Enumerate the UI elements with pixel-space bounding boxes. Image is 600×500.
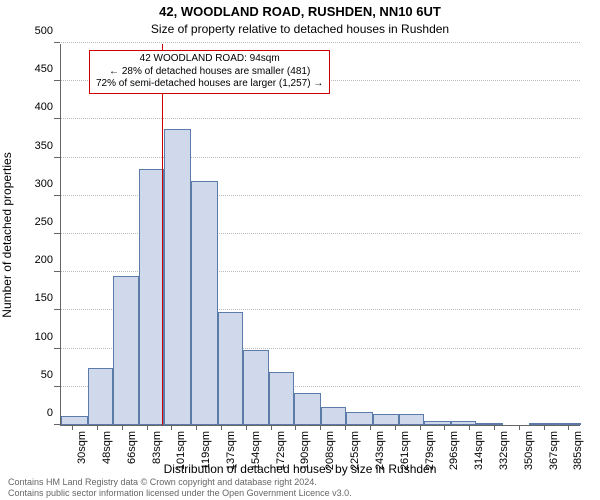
histogram-bar bbox=[61, 416, 88, 425]
x-tick-label: 66sqm bbox=[126, 431, 138, 464]
x-tick bbox=[345, 425, 346, 430]
x-tick bbox=[519, 425, 520, 430]
histogram-bar bbox=[243, 350, 270, 425]
chart-subtitle: Size of property relative to detached ho… bbox=[0, 22, 600, 36]
y-tick bbox=[54, 424, 60, 425]
gridline bbox=[61, 42, 580, 43]
x-tick-label: 48sqm bbox=[101, 431, 113, 464]
histogram-bar bbox=[113, 276, 140, 425]
footer-line: Contains public sector information licen… bbox=[8, 488, 592, 498]
histogram-bar bbox=[451, 421, 476, 425]
x-tick bbox=[370, 425, 371, 430]
x-tick bbox=[147, 425, 148, 430]
y-tick bbox=[54, 386, 60, 387]
histogram-bar bbox=[269, 372, 294, 425]
histogram-bar bbox=[529, 423, 554, 425]
y-tick-label: 50 bbox=[41, 369, 53, 381]
x-tick bbox=[469, 425, 470, 430]
x-tick bbox=[271, 425, 272, 430]
histogram-bar bbox=[476, 423, 503, 425]
histogram-bar bbox=[139, 169, 164, 425]
histogram-bar bbox=[321, 407, 346, 425]
y-tick bbox=[54, 80, 60, 81]
histogram-bar bbox=[191, 181, 218, 425]
x-tick bbox=[295, 425, 296, 430]
y-tick bbox=[54, 309, 60, 310]
x-tick bbox=[122, 425, 123, 430]
y-tick-label: 250 bbox=[35, 216, 53, 228]
annotation-line: 72% of semi-detached houses are larger (… bbox=[96, 78, 323, 91]
gridline bbox=[61, 118, 580, 119]
x-tick bbox=[171, 425, 172, 430]
attribution-footer: Contains HM Land Registry data © Crown c… bbox=[8, 477, 592, 498]
y-tick bbox=[54, 195, 60, 196]
histogram-bar bbox=[218, 312, 243, 425]
property-annotation-box: 42 WOODLAND ROAD: 94sqm← 28% of detached… bbox=[89, 50, 330, 94]
x-tick bbox=[544, 425, 545, 430]
y-tick-label: 500 bbox=[35, 25, 53, 37]
x-tick-label: 30sqm bbox=[76, 431, 88, 464]
y-tick bbox=[54, 233, 60, 234]
y-tick-label: 350 bbox=[35, 140, 53, 152]
histogram-bar bbox=[373, 414, 400, 425]
y-tick bbox=[54, 42, 60, 43]
histogram-bar bbox=[346, 412, 373, 425]
x-tick bbox=[444, 425, 445, 430]
annotation-line: ← 28% of detached houses are smaller (48… bbox=[96, 66, 323, 79]
gridline bbox=[61, 157, 580, 158]
histogram-bar bbox=[399, 414, 424, 425]
chart-address-title: 42, WOODLAND ROAD, RUSHDEN, NN10 6UT bbox=[0, 4, 600, 19]
y-tick bbox=[54, 271, 60, 272]
x-tick bbox=[568, 425, 569, 430]
x-tick bbox=[246, 425, 247, 430]
y-tick bbox=[54, 118, 60, 119]
x-tick bbox=[420, 425, 421, 430]
annotation-line: 42 WOODLAND ROAD: 94sqm bbox=[96, 53, 323, 66]
footer-line: Contains HM Land Registry data © Crown c… bbox=[8, 477, 592, 487]
histogram-bar bbox=[294, 393, 321, 425]
y-tick-label: 150 bbox=[35, 292, 53, 304]
property-marker-line bbox=[162, 44, 163, 425]
histogram-bar bbox=[424, 421, 451, 425]
x-tick bbox=[72, 425, 73, 430]
x-axis-label: Distribution of detached houses by size … bbox=[0, 462, 600, 476]
y-axis-label: Number of detached properties bbox=[0, 152, 14, 317]
x-tick bbox=[221, 425, 222, 430]
x-tick bbox=[97, 425, 98, 430]
x-tick bbox=[196, 425, 197, 430]
histogram-bar bbox=[164, 129, 191, 425]
y-tick-label: 0 bbox=[47, 407, 53, 419]
y-tick-label: 300 bbox=[35, 178, 53, 190]
x-tick bbox=[494, 425, 495, 430]
x-tick bbox=[395, 425, 396, 430]
y-tick bbox=[54, 157, 60, 158]
y-tick-label: 200 bbox=[35, 254, 53, 266]
y-tick-label: 100 bbox=[35, 331, 53, 343]
x-tick bbox=[320, 425, 321, 430]
histogram-bar bbox=[88, 368, 113, 425]
histogram-plot-area: 05010015020025030035040045050030sqm48sqm… bbox=[60, 44, 580, 426]
y-tick-label: 400 bbox=[35, 101, 53, 113]
y-tick-label: 450 bbox=[35, 63, 53, 75]
y-tick bbox=[54, 348, 60, 349]
x-tick-label: 83sqm bbox=[151, 431, 163, 464]
